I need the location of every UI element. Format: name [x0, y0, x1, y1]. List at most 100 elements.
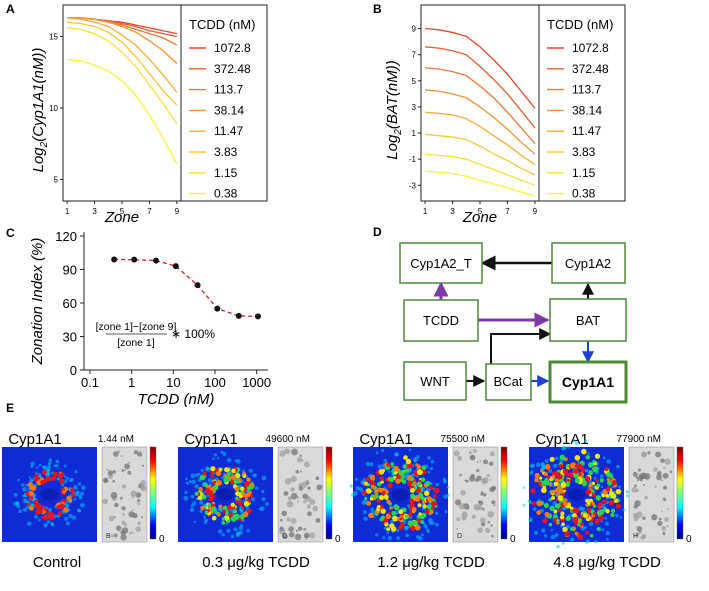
heatmap-cell — [591, 481, 596, 486]
heatmap-cell — [592, 459, 596, 464]
heatmap-cell — [204, 510, 209, 515]
heatmap-cell — [393, 465, 399, 472]
micrograph-texture — [120, 530, 126, 536]
legend-entry-label: 38.14 — [214, 103, 244, 117]
heatmap-speckle — [21, 483, 25, 487]
heatmap-speckle — [38, 518, 41, 522]
heatmap-speckle — [435, 522, 439, 527]
heatmap-cell — [197, 495, 203, 501]
heatmap-speckle — [220, 450, 224, 454]
heatmap-cell — [605, 486, 611, 492]
heatmap-cell — [403, 455, 408, 460]
image-caption: 4.8 μg/kg TCDD — [553, 554, 661, 571]
heatmap-cell — [222, 509, 226, 514]
heatmap-cell — [384, 522, 389, 527]
heatmap-speckle — [387, 535, 392, 541]
micrograph-texture — [303, 500, 307, 504]
node-label: TCDD — [423, 313, 459, 328]
central-vein — [40, 488, 59, 501]
heatmap-cell — [378, 469, 385, 475]
heatmap-speckle — [416, 455, 420, 459]
micrograph-texture — [121, 469, 125, 472]
heatmap-speckle — [200, 468, 204, 472]
heatmap-cell — [389, 506, 393, 510]
heatmap-speckle — [183, 495, 189, 501]
micrograph-texture — [663, 466, 666, 470]
heatmap-cell — [50, 515, 55, 520]
data-point — [111, 256, 118, 263]
heatmap-cell — [238, 494, 243, 499]
heatmap-cell — [226, 504, 232, 510]
heatmap-speckle — [238, 525, 244, 531]
y-tick-label: 3 — [412, 103, 417, 112]
heatmap-cell — [605, 508, 610, 514]
heatmap-speckle — [403, 526, 409, 531]
micrograph-texture — [636, 525, 643, 532]
heatmap-cell — [574, 455, 581, 461]
micrograph-texture — [117, 450, 121, 454]
micrograph-texture — [632, 471, 638, 477]
micrograph-texture — [279, 526, 284, 531]
micrograph-texture — [294, 533, 302, 541]
micrograph-texture — [658, 517, 662, 521]
heatmap-cell — [33, 476, 39, 482]
heatmap-speckle — [446, 485, 450, 489]
heatmap-speckle — [361, 500, 367, 505]
heatmap-cell — [59, 478, 65, 484]
heatmap-speckle — [212, 457, 215, 461]
heatmap-cell — [386, 462, 391, 467]
node-label: Cyp1A1 — [562, 374, 614, 390]
micrograph-texture — [121, 520, 126, 526]
micrograph-texture — [662, 531, 666, 535]
heatmap-cell — [372, 496, 377, 501]
heatmap-speckle — [73, 484, 77, 488]
heatmap-cell — [392, 515, 398, 522]
heatmap-speckle — [606, 459, 612, 464]
heatmap-cell — [410, 477, 415, 481]
heatmap-cell — [408, 463, 413, 468]
micrograph-texture — [115, 525, 122, 532]
series-line-3_83 — [425, 133, 536, 176]
micrograph-texture — [456, 527, 459, 530]
heatmap-cell — [580, 522, 585, 527]
heatmap-cell — [549, 456, 555, 462]
heatmap-speckle — [394, 452, 399, 457]
heatmap-cell — [221, 521, 226, 525]
heatmap-cell — [608, 500, 614, 506]
micrograph-texture — [106, 468, 110, 471]
heatmap-cell — [38, 508, 43, 514]
heatmap-cell — [365, 488, 372, 494]
heatmap-cell — [409, 498, 415, 504]
image-value: 1.44 nM — [98, 434, 134, 445]
micrograph-texture — [288, 501, 292, 505]
x-tick-label: 1 — [128, 375, 135, 390]
heatmap-cell — [559, 454, 566, 460]
heatmap-speckle — [428, 518, 433, 523]
heatmap-speckle — [381, 448, 385, 453]
heatmap-speckle — [434, 511, 439, 515]
legend-entry-label: 0.38 — [572, 187, 596, 201]
heatmap-cell — [205, 505, 209, 510]
heatmap-cell — [218, 468, 223, 472]
image-title: Cyp1A1 — [535, 431, 588, 448]
heatmap-cell — [380, 480, 384, 484]
heatmap-cell — [370, 484, 375, 489]
heatmap-speckle — [76, 491, 80, 495]
heatmap-cell — [407, 520, 414, 527]
legend-entry-label: 1.15 — [572, 166, 596, 180]
micrograph-texture — [642, 516, 646, 520]
micrograph-texture — [298, 526, 303, 531]
heatmap-speckle — [428, 521, 432, 525]
heatmap-speckle — [427, 456, 431, 460]
heatmap-cell — [536, 510, 542, 515]
arrow-bcat-to-bat — [490, 328, 552, 364]
micrograph-texture — [304, 537, 308, 541]
heatmap-speckle — [587, 452, 590, 455]
heatmap-cell — [433, 487, 440, 494]
heatmap-speckle — [429, 466, 434, 471]
heatmap-cell — [420, 477, 426, 483]
heatmap-cell — [615, 503, 621, 509]
heatmap-speckle — [411, 473, 415, 477]
micrograph-texture — [114, 502, 119, 508]
heatmap-cell — [235, 472, 241, 479]
